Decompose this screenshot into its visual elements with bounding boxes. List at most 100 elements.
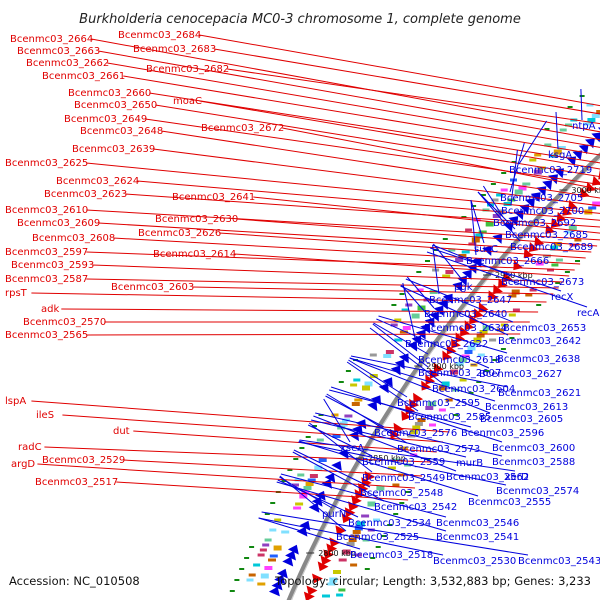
gene-label-left[interactable]: Bcenmc03_2639 (72, 144, 155, 155)
gene-label-left[interactable]: Bcenmc03_2661 (42, 71, 125, 82)
gene-label-right[interactable]: Bcenmc03_2600 (492, 443, 575, 454)
gene-label-left[interactable]: Bcenmc03_2650 (74, 100, 157, 111)
gene-label-right[interactable]: Bcenmc03_2666 (466, 256, 549, 267)
gene-label-right[interactable]: Bcenmc03_2548 (360, 488, 443, 499)
gene-label-left[interactable]: Bcenmc03_2663 (17, 46, 100, 57)
gene-label-left[interactable]: radC (18, 442, 42, 453)
gene-label-right[interactable]: xerD (505, 472, 529, 483)
gene-label-right[interactable]: Bcenmc03_2562 (446, 472, 529, 483)
gene-label-right[interactable]: Bcenmc03_2518 (350, 550, 433, 561)
gene-label-right[interactable]: Bcenmc03_2596 (461, 428, 544, 439)
gene-label-right[interactable]: sucC (474, 244, 498, 255)
gene-label-left[interactable]: Bcenmc03_2614 (153, 249, 236, 260)
gene-label-left[interactable]: Bcenmc03_2626 (138, 228, 221, 239)
gene-label-right[interactable]: Bcenmc03_2621 (498, 388, 581, 399)
gene-label-right[interactable]: Bcenmc03_2627 (479, 369, 562, 380)
gene-label-left[interactable]: dut (113, 426, 130, 437)
gene-label-left[interactable]: Bcenmc03_2648 (80, 126, 163, 137)
gene-label-right[interactable]: Bcenmc03_2719 (509, 165, 592, 176)
gene-label-right[interactable]: Bcenmc03_2595 (397, 398, 480, 409)
gene-label-right[interactable]: Bcenmc03_2692 (493, 218, 576, 229)
gene-label-left[interactable]: Bcenmc03_2684 (118, 30, 201, 41)
gene-label-right[interactable]: Bcenmc03_2542 (374, 502, 457, 513)
gene-label-left[interactable]: Bcenmc03_2660 (68, 88, 151, 99)
gene-label-left[interactable]: Bcenmc03_2565 (5, 330, 88, 341)
gene-label-left[interactable]: Bcenmc03_2529 (42, 455, 125, 466)
gene-label-left[interactable]: Bcenmc03_2625 (5, 158, 88, 169)
gene-label-right[interactable]: Bcenmc03_2604 (432, 384, 515, 395)
gene-label-left[interactable]: Bcenmc03_2683 (133, 44, 216, 55)
gene-label-left[interactable]: rpsT (5, 288, 28, 299)
gene-label-left[interactable]: Bcenmc03_2623 (44, 189, 127, 200)
leader-line (155, 104, 600, 178)
gene-label-left[interactable]: Bcenmc03_2603 (111, 282, 194, 293)
gene-label-left[interactable]: Bcenmc03_2641 (172, 192, 255, 203)
gene-label-right[interactable]: Bcenmc03_2574 (496, 486, 579, 497)
gene-label-right[interactable]: Bcenmc03_2585 (408, 412, 491, 423)
gene-label-right[interactable]: Bcenmc03_2642 (498, 336, 581, 347)
gene-label-left[interactable]: Bcenmc03_2672 (201, 123, 284, 134)
gene-label-right[interactable]: Bcenmc03_2549 (362, 473, 445, 484)
gene-label-right[interactable]: Bcenmc03_2685 (505, 230, 588, 241)
gene-label-left[interactable]: Bcenmc03_2682 (146, 64, 229, 75)
gene-label-right[interactable]: Bcenmc03_2588 (492, 457, 575, 468)
gene-label-right[interactable]: xseA (340, 443, 364, 454)
gene-label-right[interactable]: Bcenmc03_2541 (436, 532, 519, 543)
gene-label-left[interactable]: Bcenmc03_2587 (5, 274, 88, 285)
gene-label-right[interactable]: Bcenmc03_2555 (468, 497, 551, 508)
gene-label-left[interactable]: adk (41, 304, 59, 315)
leader-line (98, 222, 592, 253)
gene-label-right[interactable]: Bcenmc03_2638 (497, 354, 580, 365)
gene-label-right[interactable]: Bcenmc03_2673 (501, 277, 584, 288)
gene-label-left[interactable]: Bcenmc03_2570 (23, 317, 106, 328)
gene-label-right[interactable]: Bcenmc03_2559 (362, 457, 445, 468)
gene-label-left[interactable]: ileS (36, 410, 54, 421)
gene-label-left[interactable]: Bcenmc03_2649 (64, 114, 147, 125)
gene-label-left[interactable]: Bcenmc03_2664 (10, 34, 93, 45)
gene-label-right[interactable]: Bcenmc03_2525 (336, 532, 419, 543)
gene-label-right[interactable]: Bcenmc03_2653 (503, 323, 586, 334)
gene-label-right[interactable]: Bcenmc03_2530 (433, 556, 516, 567)
gene-label-right[interactable]: recX (551, 292, 574, 303)
gene-label-right[interactable]: Bcenmc03_2689 (510, 242, 593, 253)
gene-label-right[interactable]: murB (456, 458, 483, 469)
gene-label-right[interactable]: Bcenmc03_2605 (480, 414, 563, 425)
gene-label-left[interactable]: Bcenmc03_2517 (35, 477, 118, 488)
gene-label-right[interactable]: Bcenmc03_2640 (424, 309, 507, 320)
gene-label-right[interactable]: Bcenmc03_2700 (501, 206, 584, 217)
gene-label-right[interactable]: recA (577, 308, 600, 319)
gene-label-right[interactable]: Bcenmc03_2647 (429, 295, 512, 306)
gene-label-right[interactable]: Bcenmc03_2534 (348, 518, 431, 529)
gene-label-left[interactable]: argD (11, 459, 35, 470)
gene-label-right[interactable]: Bcenmc03_2705 (500, 193, 583, 204)
gene-label-right[interactable]: ksgA (548, 150, 572, 161)
leader-line (510, 149, 518, 206)
gene-label-left[interactable]: Bcenmc03_2610 (5, 205, 88, 216)
gene-label-right[interactable]: Bcenmc03_2618 (418, 355, 501, 366)
gene-label-right[interactable]: Bcenmc03_2573 (397, 444, 480, 455)
leader-line (298, 441, 507, 486)
leader-line (292, 451, 385, 502)
gene-label-left[interactable]: moaC (173, 96, 202, 107)
gene-label-right[interactable]: Bcenmc03_2576 (374, 428, 457, 439)
gene-label-left[interactable]: Bcenmc03_2662 (26, 58, 109, 69)
gene-label-right[interactable]: Bcenmc03_2543 (518, 556, 600, 567)
gene-label-left[interactable]: lspA (5, 396, 26, 407)
feature-tracks (229, 95, 600, 600)
gene-label-right[interactable]: ntpA (572, 121, 596, 132)
gene-label-left[interactable]: Bcenmc03_2608 (32, 233, 115, 244)
gene-label-right[interactable]: Bcenmc03_2634 (424, 323, 507, 334)
gene-label-right[interactable]: pgk (454, 282, 473, 293)
gene-label-right[interactable]: Bcenmc03_2622 (405, 339, 488, 350)
gene-label-right[interactable]: Bcenmc03_2546 (436, 518, 519, 529)
gene-label-right[interactable]: Bcenmc03_2613 (485, 402, 568, 413)
gene-label-left[interactable]: Bcenmc03_2597 (5, 247, 88, 258)
leader-line (107, 62, 600, 148)
gene-label-left[interactable]: Bcenmc03_2609 (17, 218, 100, 229)
gene-label-left[interactable]: Bcenmc03_2630 (155, 214, 238, 225)
gene-label-right[interactable]: purN (322, 509, 346, 520)
gene-label-right[interactable]: Bcenmc03_2607 (418, 368, 501, 379)
gene-label-left[interactable]: Bcenmc03_2593 (11, 260, 94, 271)
leader-line (378, 315, 508, 354)
gene-label-left[interactable]: Bcenmc03_2624 (56, 176, 139, 187)
